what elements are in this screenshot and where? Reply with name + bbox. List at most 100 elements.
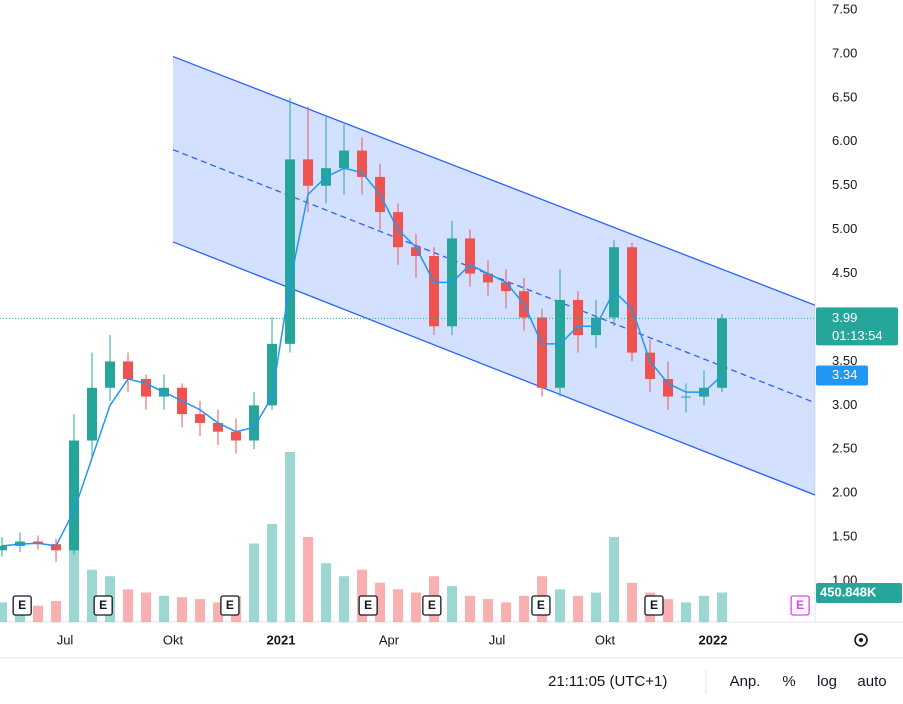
volume-bar xyxy=(519,595,530,622)
volume-bar xyxy=(339,576,350,622)
volume-bar xyxy=(285,452,296,622)
y-tick-label: 6.00 xyxy=(832,133,857,148)
volume-bar xyxy=(375,582,386,622)
candle-body xyxy=(87,387,98,441)
candle-body xyxy=(357,150,368,177)
x-tick-label: Apr xyxy=(379,632,400,647)
earnings-label: E xyxy=(428,598,436,612)
candle-body xyxy=(285,159,296,344)
y-tick-label: 3.50 xyxy=(832,353,857,368)
earnings-marker xyxy=(790,595,810,616)
settings-icon-dot xyxy=(859,638,863,642)
volume-bar xyxy=(123,589,134,622)
candle-body xyxy=(105,361,116,388)
earnings-label: E xyxy=(226,598,234,612)
candle-body xyxy=(501,282,512,292)
candle-body xyxy=(249,405,260,441)
toolbar-button[interactable]: Anp. xyxy=(730,673,761,690)
candle-body xyxy=(465,238,476,274)
volume-bar xyxy=(717,592,728,622)
candle-body xyxy=(483,273,494,283)
volume-bar xyxy=(159,595,170,622)
y-tick-label: 2.50 xyxy=(832,441,857,456)
y-tick-label: 3.00 xyxy=(832,397,857,412)
candle-body xyxy=(267,343,278,406)
candle-body xyxy=(69,440,80,551)
countdown-label: 01:13:54 xyxy=(832,328,883,343)
settings-icon[interactable] xyxy=(854,633,868,647)
earnings-label: E xyxy=(364,598,372,612)
candle-body xyxy=(141,378,152,397)
volume-bar xyxy=(411,592,422,622)
candle-body xyxy=(303,159,314,186)
y-tick-label: 7.50 xyxy=(832,1,857,16)
y-tick-label: 1.50 xyxy=(832,529,857,544)
volume-label: 450.848K xyxy=(820,584,877,599)
volume-bar xyxy=(213,602,224,622)
volume-bar xyxy=(609,537,620,622)
candle-body xyxy=(537,317,548,388)
volume-bar xyxy=(465,595,476,622)
volume-bar xyxy=(303,537,314,622)
y-tick-label: 6.50 xyxy=(832,89,857,104)
toolbar-button[interactable]: log xyxy=(817,673,837,690)
volume-bar xyxy=(33,605,44,622)
candle-body xyxy=(609,247,620,318)
volume-label-bg xyxy=(816,583,902,603)
volume-bar xyxy=(249,543,260,622)
volume-bar xyxy=(177,597,188,622)
earnings-marker xyxy=(644,595,664,616)
volume-bar xyxy=(627,582,638,622)
moving-average xyxy=(1,167,723,547)
volume-bar xyxy=(51,601,62,622)
candle-body xyxy=(717,318,728,388)
volume-bar xyxy=(591,592,602,622)
volume-bar xyxy=(681,602,692,622)
candle-body xyxy=(573,299,584,336)
volume-bar xyxy=(447,586,458,622)
earnings-label: E xyxy=(99,598,107,612)
last-price-label-bg xyxy=(816,307,898,346)
candle-body xyxy=(231,431,242,441)
candle-body xyxy=(51,544,62,551)
volume-bar xyxy=(501,602,512,622)
volume-bar xyxy=(87,569,98,622)
candle-body xyxy=(339,150,350,169)
last-price-label: 3.99 xyxy=(832,310,857,325)
x-tick-label: Okt xyxy=(595,632,616,647)
toolbar-time: 21:11:05 (UTC+1) xyxy=(548,673,667,690)
y-tick-label: 5.50 xyxy=(832,177,857,192)
y-tick-label: 7.00 xyxy=(832,45,857,60)
channel-lower xyxy=(172,241,815,496)
candle-body xyxy=(681,396,692,398)
candle-body xyxy=(195,414,206,423)
volume-bar xyxy=(267,523,278,622)
y-tick-label: 4.50 xyxy=(832,265,857,280)
toolbar-button[interactable]: auto xyxy=(857,673,886,690)
earnings-label: E xyxy=(537,598,545,612)
earnings-label: E xyxy=(650,598,658,612)
y-tick-label: 2.00 xyxy=(832,485,857,500)
candle-body xyxy=(429,256,440,327)
volume-bar xyxy=(573,595,584,622)
volume-bar xyxy=(195,599,206,622)
candle-body xyxy=(645,352,656,379)
earnings-marker xyxy=(531,595,551,616)
plot xyxy=(0,55,815,622)
x-tick-label: 2022 xyxy=(699,632,728,647)
ma-label-bg xyxy=(816,365,868,386)
y-tick-label: 5.00 xyxy=(832,221,857,236)
earnings-marker xyxy=(358,595,378,616)
earnings-marker xyxy=(12,595,32,616)
volume-bar xyxy=(69,550,80,622)
volume-bar xyxy=(699,595,710,622)
volume-bar xyxy=(555,589,566,622)
volume-bar xyxy=(321,563,332,622)
toolbar-button[interactable]: % xyxy=(782,673,795,690)
volume-bar xyxy=(393,589,404,622)
x-tick-label: Okt xyxy=(163,632,184,647)
x-tick-label: 2021 xyxy=(267,632,296,647)
earnings-marker xyxy=(220,595,240,616)
x-tick-label: Jul xyxy=(489,632,506,647)
